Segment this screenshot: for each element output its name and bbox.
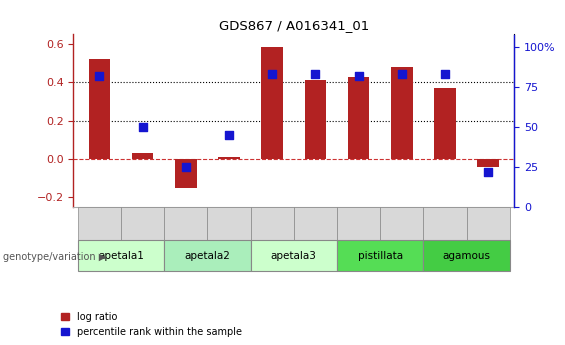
- Bar: [380, 207, 423, 240]
- Bar: [434, 88, 456, 159]
- Bar: [467, 207, 510, 240]
- Bar: [477, 159, 499, 167]
- Point: [268, 72, 277, 77]
- Bar: [164, 240, 251, 271]
- Bar: [89, 59, 110, 159]
- Point: [397, 72, 406, 77]
- Bar: [78, 240, 164, 271]
- Bar: [251, 240, 337, 271]
- Bar: [423, 207, 467, 240]
- Point: [224, 132, 233, 138]
- Text: pistillata: pistillata: [358, 251, 403, 261]
- Bar: [337, 240, 423, 271]
- Legend: log ratio, percentile rank within the sample: log ratio, percentile rank within the sa…: [62, 312, 242, 337]
- Bar: [337, 207, 380, 240]
- Text: apetala3: apetala3: [271, 251, 317, 261]
- Bar: [294, 207, 337, 240]
- Bar: [164, 207, 207, 240]
- Bar: [175, 159, 197, 188]
- Bar: [348, 77, 370, 159]
- Bar: [207, 207, 251, 240]
- Point: [138, 125, 147, 130]
- Text: apetala1: apetala1: [98, 251, 144, 261]
- Bar: [251, 207, 294, 240]
- Point: [441, 72, 450, 77]
- Point: [181, 164, 190, 170]
- Bar: [391, 67, 412, 159]
- Title: GDS867 / A016341_01: GDS867 / A016341_01: [219, 19, 369, 32]
- Point: [311, 72, 320, 77]
- Text: genotype/variation ▶: genotype/variation ▶: [3, 252, 106, 262]
- Point: [484, 169, 493, 175]
- Point: [354, 73, 363, 79]
- Bar: [121, 207, 164, 240]
- Bar: [423, 240, 510, 271]
- Bar: [262, 47, 283, 159]
- Text: apetala2: apetala2: [184, 251, 231, 261]
- Text: agamous: agamous: [442, 251, 490, 261]
- Point: [95, 73, 104, 79]
- Bar: [305, 80, 326, 159]
- Bar: [78, 207, 121, 240]
- Bar: [132, 153, 153, 159]
- Bar: [218, 157, 240, 159]
